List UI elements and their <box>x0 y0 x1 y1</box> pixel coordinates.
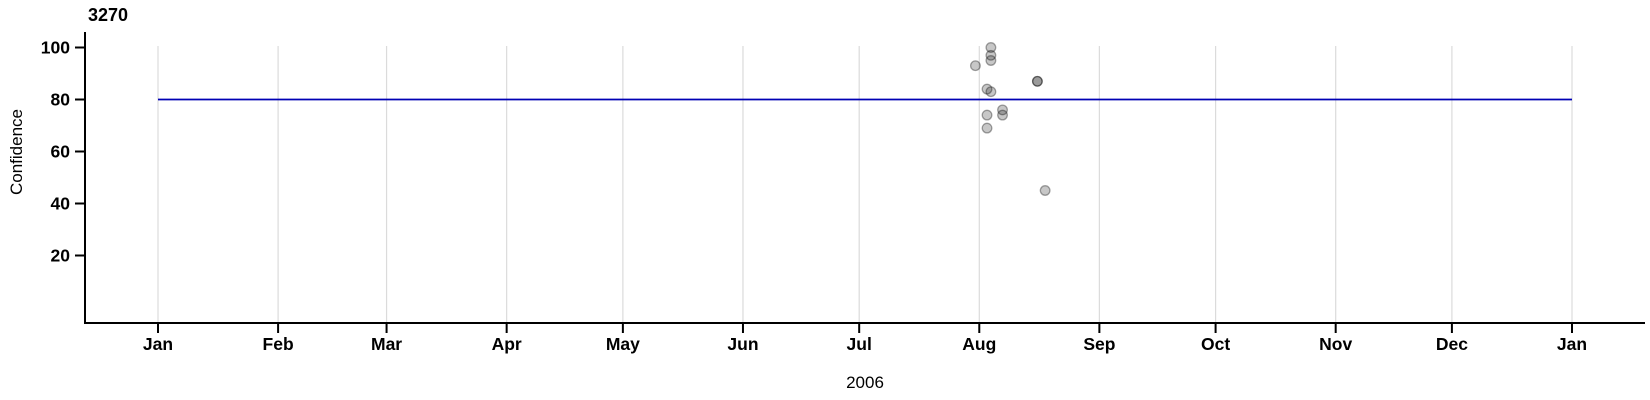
data-point <box>985 42 997 53</box>
data-point <box>985 55 997 66</box>
y-tick-label: 20 <box>51 246 71 266</box>
chart-title: 3270 <box>88 5 128 25</box>
data-point <box>997 104 1008 116</box>
data-point <box>1031 75 1043 87</box>
x-tick-label: Sep <box>1083 334 1115 354</box>
y-tick-label: 40 <box>51 194 71 214</box>
x-tick-label: Jan <box>143 334 173 354</box>
x-tick-label: Jun <box>727 334 758 354</box>
x-tick-label: Jan <box>1557 334 1587 354</box>
data-point <box>981 109 993 121</box>
data-point <box>1039 185 1051 196</box>
y-tick-label: 60 <box>51 142 71 162</box>
x-tick-label: Dec <box>1436 334 1468 354</box>
data-point <box>981 122 993 134</box>
x-tick-label: Nov <box>1319 334 1352 354</box>
data-point <box>969 60 981 72</box>
data-point <box>981 83 993 95</box>
data-points <box>969 42 1051 196</box>
x-tick-label: Aug <box>962 334 996 354</box>
x-tick-label: Apr <box>492 334 522 354</box>
data-point <box>997 109 1008 121</box>
x-axis-title: 2006 <box>846 373 884 392</box>
data-point <box>1031 75 1043 87</box>
x-tick-label: Jul <box>847 334 872 354</box>
y-tick-label: 100 <box>41 38 70 58</box>
data-point <box>985 49 997 61</box>
x-tick-label: May <box>606 334 640 354</box>
y-axis-title: Confidence <box>7 109 26 195</box>
y-tick-label: 80 <box>51 90 71 110</box>
x-tick-label: Oct <box>1201 334 1230 354</box>
x-tick-label: Feb <box>263 334 294 354</box>
gridlines <box>157 46 1573 323</box>
data-point <box>985 86 997 98</box>
axes: 20 40 60 80 100 Jan Feb Mar Apr May Jun Jul Aug Sep Oc… <box>41 32 1645 354</box>
x-tick-label: Mar <box>371 334 402 354</box>
